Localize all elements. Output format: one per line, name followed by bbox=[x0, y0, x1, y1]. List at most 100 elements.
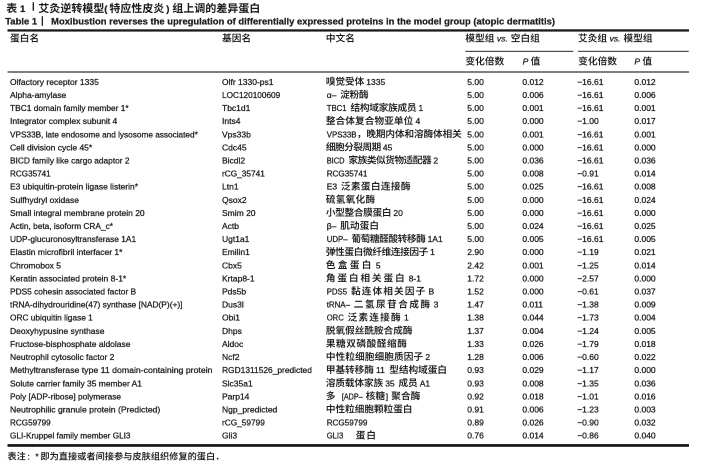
svg-text:0.000: 0.000 bbox=[522, 273, 544, 283]
svg-text:5.00: 5.00 bbox=[467, 221, 484, 231]
svg-text:−1.24: −1.24 bbox=[577, 326, 599, 336]
svg-text:8-1: 8-1 bbox=[409, 273, 422, 283]
svg-text:PDS5 cohesin associated factor: PDS5 cohesin associated factor B bbox=[10, 287, 136, 297]
svg-text:0.001: 0.001 bbox=[522, 129, 544, 139]
svg-text:BICD: BICD bbox=[327, 155, 345, 165]
svg-text:0.000: 0.000 bbox=[522, 142, 544, 152]
svg-text:11: 11 bbox=[376, 365, 385, 375]
svg-text:−16.61: −16.61 bbox=[577, 182, 604, 192]
svg-text:tRNA–: tRNA– bbox=[327, 300, 351, 310]
svg-text:0.026: 0.026 bbox=[522, 418, 544, 428]
svg-text:1.37: 1.37 bbox=[467, 326, 484, 336]
svg-text:Smim 20: Smim 20 bbox=[222, 208, 256, 218]
svg-text:0.014: 0.014 bbox=[634, 169, 656, 179]
svg-text:0.026: 0.026 bbox=[522, 339, 544, 349]
svg-text:Alpha-amylase: Alpha-amylase bbox=[10, 90, 66, 100]
svg-text:0.001: 0.001 bbox=[522, 260, 544, 270]
svg-text:−0.60: −0.60 bbox=[577, 352, 599, 362]
svg-text:rCG_59799: rCG_59799 bbox=[222, 418, 265, 428]
svg-text:ORC: ORC bbox=[327, 313, 344, 323]
svg-text:5.00: 5.00 bbox=[467, 234, 484, 244]
svg-text:2.90: 2.90 bbox=[467, 247, 484, 257]
svg-text:2: 2 bbox=[433, 155, 438, 165]
svg-text:0.029: 0.029 bbox=[522, 365, 544, 375]
svg-text:RCG59799: RCG59799 bbox=[10, 418, 51, 428]
svg-text:Slc35a1: Slc35a1 bbox=[222, 378, 253, 388]
svg-text:0.92: 0.92 bbox=[467, 391, 484, 401]
svg-text:1.33: 1.33 bbox=[467, 339, 484, 349]
svg-text:−16.61: −16.61 bbox=[577, 90, 604, 100]
svg-text:vs.: vs. bbox=[610, 34, 621, 44]
svg-text:−0.61: −0.61 bbox=[577, 287, 599, 297]
svg-text:0.005: 0.005 bbox=[634, 326, 656, 336]
svg-text:GLI-Kruppel family member GLI3: GLI-Kruppel family member GLI3 bbox=[10, 431, 131, 441]
svg-text:0.93: 0.93 bbox=[467, 365, 484, 375]
svg-text:0.000: 0.000 bbox=[634, 365, 656, 375]
svg-text:RCG35741: RCG35741 bbox=[10, 169, 51, 179]
svg-text:BICD family like cargo adaptor: BICD family like cargo adaptor 2 bbox=[10, 155, 130, 165]
svg-text:[ADP–: [ADP– bbox=[342, 391, 363, 401]
svg-text:0.036: 0.036 bbox=[634, 378, 656, 388]
svg-text:Methyltransferase type 11 doma: Methyltransferase type 11 domain-contain… bbox=[10, 365, 213, 375]
svg-text:5: 5 bbox=[376, 260, 381, 270]
svg-text:Table 1: Table 1 bbox=[5, 16, 38, 27]
svg-text:TBC1: TBC1 bbox=[327, 103, 347, 113]
svg-text:β–: β– bbox=[327, 221, 337, 231]
svg-text:Actb: Actb bbox=[222, 221, 239, 231]
svg-text:Fructose-bisphosphate aldolase: Fructose-bisphosphate aldolase bbox=[10, 339, 131, 349]
svg-text:Moxibustion reverses the upreg: Moxibustion reverses the upregulation of… bbox=[51, 16, 555, 27]
svg-text:−1.79: −1.79 bbox=[577, 339, 599, 349]
svg-text:E3: E3 bbox=[327, 182, 338, 192]
svg-text:Olfr 1330-ps1: Olfr 1330-ps1 bbox=[222, 77, 274, 87]
svg-text:1335: 1335 bbox=[366, 77, 385, 87]
svg-text:Ncf2: Ncf2 bbox=[222, 352, 240, 362]
svg-text:0.037: 0.037 bbox=[634, 287, 656, 297]
svg-text:): ) bbox=[166, 4, 169, 15]
svg-text:−1.19: −1.19 bbox=[577, 247, 599, 257]
svg-text:1.38: 1.38 bbox=[467, 313, 484, 323]
svg-text:0.008: 0.008 bbox=[634, 182, 656, 192]
svg-text:]: ] bbox=[386, 391, 388, 401]
svg-text:0.000: 0.000 bbox=[634, 208, 656, 218]
svg-text:Sulfhydryl oxidase: Sulfhydryl oxidase bbox=[10, 195, 79, 205]
svg-text:5.00: 5.00 bbox=[467, 208, 484, 218]
svg-text:5.00: 5.00 bbox=[467, 155, 484, 165]
svg-text:0.016: 0.016 bbox=[634, 391, 656, 401]
svg-text:vs.: vs. bbox=[497, 34, 508, 44]
svg-text:Ltn1: Ltn1 bbox=[222, 182, 239, 192]
svg-text:1.28: 1.28 bbox=[467, 352, 484, 362]
svg-text:−16.61: −16.61 bbox=[577, 208, 604, 218]
svg-text:3: 3 bbox=[434, 300, 439, 310]
svg-text:PDS5: PDS5 bbox=[327, 287, 348, 297]
svg-text:0.005: 0.005 bbox=[522, 234, 544, 244]
svg-text:−2.57: −2.57 bbox=[577, 273, 599, 283]
svg-text:Elastin microfibril interfacer: Elastin microfibril interfacer 1* bbox=[10, 247, 123, 257]
svg-text:−0.86: −0.86 bbox=[577, 431, 599, 441]
svg-text:5.00: 5.00 bbox=[467, 116, 484, 126]
svg-text:Bicdl2: Bicdl2 bbox=[222, 155, 245, 165]
svg-text:0.022: 0.022 bbox=[634, 352, 656, 362]
svg-text:UDP-glucuronosyltransferase 1A: UDP-glucuronosyltransferase 1A1 bbox=[10, 234, 136, 244]
svg-text:Aldoc: Aldoc bbox=[222, 339, 244, 349]
svg-text:1A1: 1A1 bbox=[428, 234, 443, 244]
svg-text:ORC ubiquitin ligase 1: ORC ubiquitin ligase 1 bbox=[10, 313, 93, 323]
svg-text:−1.00: −1.00 bbox=[577, 116, 599, 126]
svg-text:5.00: 5.00 bbox=[467, 90, 484, 100]
svg-text:−0.91: −0.91 bbox=[577, 169, 599, 179]
svg-text:Obi1: Obi1 bbox=[222, 313, 240, 323]
svg-text:Deoxyhypusine synthase: Deoxyhypusine synthase bbox=[10, 326, 105, 336]
svg-text:0.008: 0.008 bbox=[522, 169, 544, 179]
svg-text:Gli3: Gli3 bbox=[222, 431, 237, 441]
svg-text:Tbc1d1: Tbc1d1 bbox=[222, 103, 251, 113]
svg-text:0.76: 0.76 bbox=[467, 431, 484, 441]
svg-text:VPS33B: VPS33B bbox=[327, 129, 357, 139]
svg-text:Pds5b: Pds5b bbox=[222, 287, 246, 297]
svg-text:0.024: 0.024 bbox=[634, 195, 656, 205]
svg-text:Vps33b: Vps33b bbox=[222, 129, 251, 139]
svg-text:0.000: 0.000 bbox=[522, 247, 544, 257]
svg-text:Krtap8-1: Krtap8-1 bbox=[222, 273, 255, 283]
svg-text:0.005: 0.005 bbox=[634, 234, 656, 244]
svg-text:0.000: 0.000 bbox=[522, 208, 544, 218]
svg-text:0.004: 0.004 bbox=[634, 313, 656, 323]
svg-text:0.001: 0.001 bbox=[634, 103, 656, 113]
